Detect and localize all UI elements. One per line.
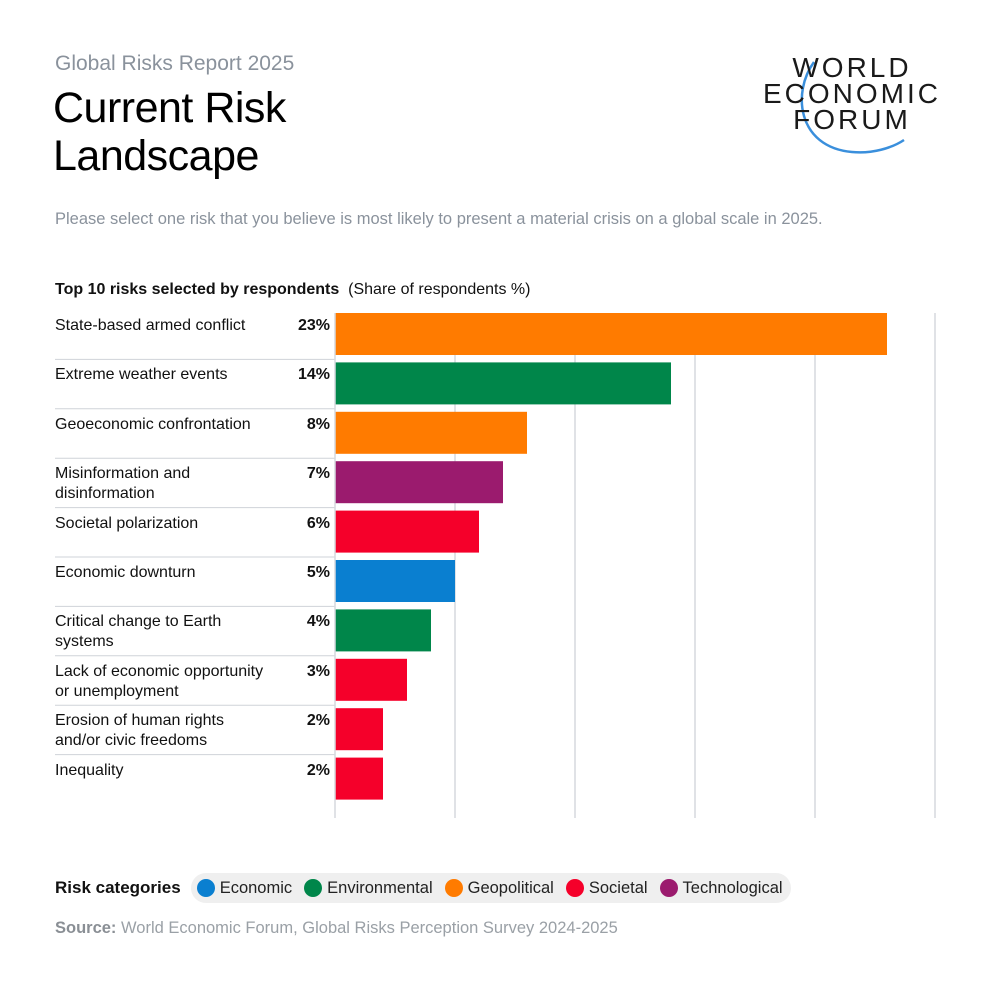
value-label: 2% — [306, 761, 330, 779]
source-note: Source: World Economic Forum, Global Ris… — [55, 919, 618, 937]
legend-title: Risk categories — [55, 878, 181, 897]
category-label: Societal polarization — [55, 514, 199, 532]
bar — [335, 461, 503, 504]
value-label: 4% — [306, 613, 330, 631]
bar — [335, 658, 407, 701]
category-label: Geoeconomic confrontation — [55, 415, 251, 433]
legend-dot-icon — [304, 879, 323, 897]
category-label: Critical change to Earth systems — [55, 613, 222, 651]
value-label: 6% — [306, 514, 330, 532]
bar — [335, 708, 383, 751]
chart-title: Top 10 risks selected by respondents (Sh… — [55, 281, 531, 298]
category-label: Extreme weather events — [55, 366, 228, 384]
value-label: 2% — [306, 712, 330, 730]
value-label: 7% — [306, 465, 330, 483]
category-label: Misinformation and disinformation — [55, 465, 191, 503]
bar — [335, 411, 527, 454]
bar — [335, 609, 431, 652]
bar — [335, 362, 671, 405]
legend-items: Economic Environmental Geopolitical Societa… — [190, 873, 791, 903]
value-label: 23% — [297, 317, 330, 334]
page-title: Current Risk Landscape — [53, 84, 286, 180]
category-label: Erosion of human rights and/or civic free… — [55, 712, 224, 750]
legend-item: Economic — [196, 879, 292, 898]
legend-dot-icon — [444, 879, 463, 897]
category-label: Economic downturn — [55, 564, 196, 581]
bar — [335, 510, 479, 553]
legend-item: Technological — [659, 879, 783, 898]
value-label: 14% — [297, 366, 330, 384]
legend-item: Environmental — [304, 879, 433, 898]
title-line: Landscape — [53, 132, 259, 180]
title-line: Current Risk — [53, 84, 286, 132]
value-label: 3% — [306, 662, 330, 680]
legend: Risk categories Economic Environmental Geo… — [55, 872, 791, 904]
legend-dot-icon — [565, 879, 584, 897]
legend-dot-icon — [196, 879, 215, 897]
survey-question: Please select one risk that you believe … — [55, 210, 823, 228]
bar — [335, 757, 383, 800]
legend-item: Geopolitical — [444, 879, 554, 898]
category-label: State-based armed conflict — [55, 317, 246, 334]
report-name: Global Risks Report 2025 — [55, 52, 295, 75]
legend-item: Societal — [565, 879, 648, 898]
legend-dot-icon — [659, 879, 678, 897]
value-label: 8% — [306, 415, 330, 433]
bar — [335, 560, 455, 602]
category-label: Inequality — [55, 761, 124, 779]
logo-arc — [800, 61, 905, 154]
bar — [335, 313, 887, 355]
category-label: Lack of economic opportunity or unemploym… — [55, 662, 264, 700]
wef-logo: WORLD ECONOMIC FORUM — [752, 52, 952, 162]
value-label: 5% — [306, 564, 330, 581]
